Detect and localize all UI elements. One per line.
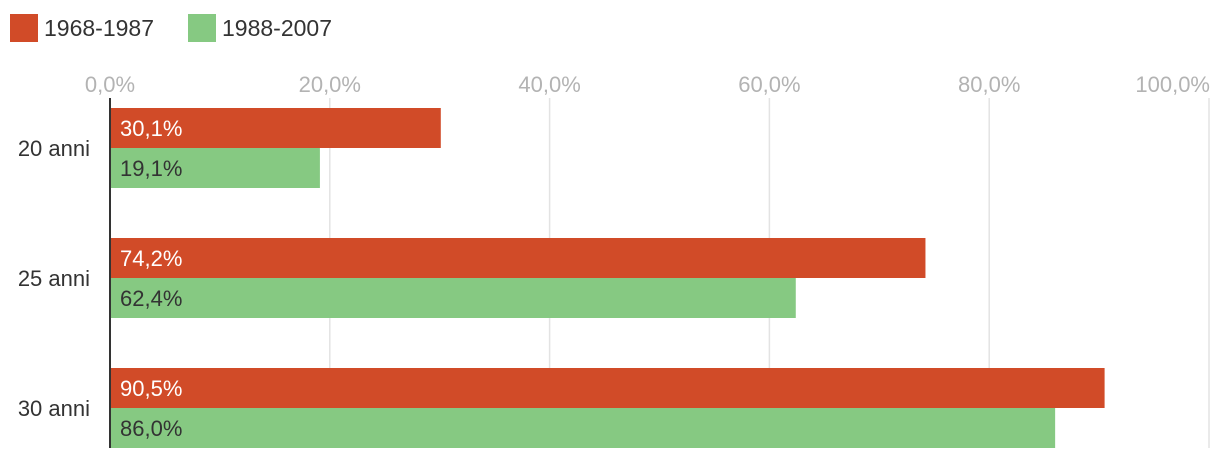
legend-label-1: 1968-1987 [44, 15, 154, 41]
category-label: 25 anni [18, 266, 90, 291]
bar [110, 148, 320, 188]
data-label: 30,1% [120, 116, 182, 141]
category-labels: 20 anni 25 anni 30 anni [18, 136, 90, 421]
x-tick-label: 0,0% [85, 72, 135, 97]
data-label: 19,1% [120, 156, 182, 181]
bar [110, 238, 926, 278]
legend: 1968-1987 1988-2007 [10, 14, 332, 42]
bars: 30,1% 19,1% 74,2% 62,4% 90,5% 86,0% [110, 108, 1105, 448]
x-tick-label: 40,0% [518, 72, 580, 97]
bar [110, 108, 441, 148]
x-tick-label: 60,0% [738, 72, 800, 97]
bar [110, 408, 1056, 448]
x-tick-label: 100,0% [1135, 72, 1210, 97]
data-label: 90,5% [120, 376, 182, 401]
legend-swatch-1 [10, 14, 38, 42]
x-tick-label: 80,0% [958, 72, 1020, 97]
category-label: 30 anni [18, 396, 90, 421]
legend-label-2: 1988-2007 [222, 15, 332, 41]
data-label: 86,0% [120, 416, 182, 441]
data-label: 74,2% [120, 246, 182, 271]
data-label: 62,4% [120, 286, 182, 311]
x-axis-ticks: 0,0% 20,0% 40,0% 60,0% 80,0% 100,0% [85, 72, 1210, 97]
bar [110, 278, 796, 318]
legend-swatch-2 [188, 14, 216, 42]
x-tick-label: 20,0% [299, 72, 361, 97]
bar [110, 368, 1105, 408]
category-label: 20 anni [18, 136, 90, 161]
